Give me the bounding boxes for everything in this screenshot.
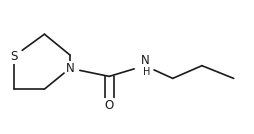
Text: S: S: [10, 50, 18, 63]
Text: N: N: [140, 54, 149, 68]
Text: O: O: [105, 99, 114, 112]
Text: N: N: [66, 62, 74, 75]
Text: H: H: [143, 67, 151, 77]
